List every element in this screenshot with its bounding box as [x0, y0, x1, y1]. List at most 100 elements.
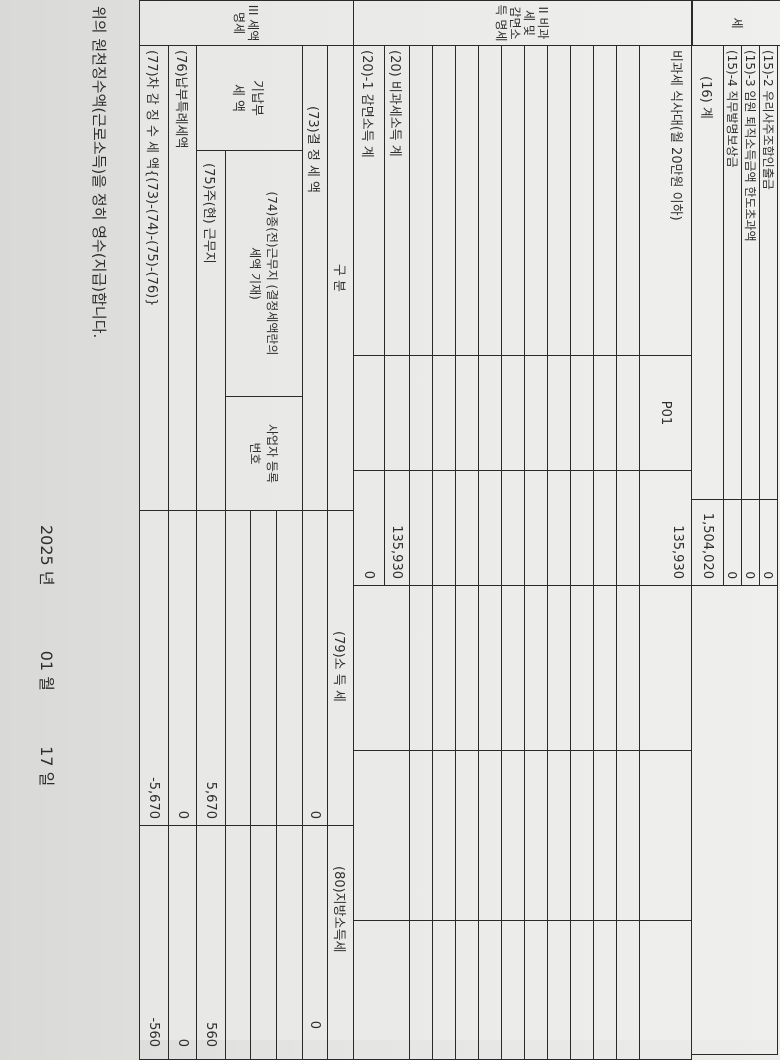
- empty-cell: [501, 920, 525, 1060]
- empty-cell: [639, 920, 692, 1060]
- net-income-tax: -5,670: [139, 510, 169, 826]
- previous-income-tax-cell: [250, 510, 277, 826]
- meal-allowance-code: P01: [639, 355, 692, 471]
- nontax-total-value: 135,930: [384, 470, 410, 586]
- empty-cell: [616, 355, 640, 471]
- row-15-3-label: (15)-3 임원 퇴직소득금액 한도초과액: [741, 45, 760, 500]
- empty-cell: [593, 585, 617, 751]
- empty-cell: [593, 920, 617, 1060]
- empty-cell: [547, 750, 571, 921]
- nontax-total-label: (20) 비과세소득 계: [384, 45, 410, 356]
- empty-cell: [409, 920, 433, 1060]
- row-15-2-label: (15)-2 우리사주조합인출금: [759, 45, 778, 500]
- current-workplace-label: (75)주(현) 근무지: [196, 150, 226, 511]
- empty-cell: [616, 750, 640, 921]
- empty-cell: [570, 45, 594, 356]
- empty-cell: [524, 585, 548, 751]
- empty-cell: [455, 750, 479, 921]
- empty-cell: [616, 585, 640, 751]
- section1-label: 세: [692, 0, 780, 46]
- date-day-unit: 일: [37, 771, 56, 787]
- row-15-3-value: 0: [741, 499, 760, 586]
- empty-cell: [570, 920, 594, 1060]
- empty-cell: [432, 45, 456, 356]
- net-local-tax: -560: [139, 825, 169, 1060]
- header-category: 구 분: [327, 45, 354, 511]
- empty-cell: [570, 750, 594, 921]
- special-tax-label: (76)납부특례세액: [168, 45, 197, 511]
- header-local-tax: (80)지방소득세: [327, 825, 354, 1060]
- meal-allowance-value: 135,930: [639, 470, 692, 586]
- determined-income-tax: 0: [302, 510, 328, 826]
- empty-cell: [409, 470, 433, 586]
- empty-cell: [353, 585, 410, 751]
- empty-cell: [455, 585, 479, 751]
- empty-cell: [616, 470, 640, 586]
- empty-cell: [524, 470, 548, 586]
- empty-cell: [409, 750, 433, 921]
- empty-cell: [384, 355, 410, 471]
- date-year-unit: 년: [37, 570, 56, 586]
- empty-cell: [478, 45, 502, 356]
- empty-cell: [455, 355, 479, 471]
- empty-cell: [432, 750, 456, 921]
- previous-local-tax-cell: [250, 825, 277, 1060]
- empty-cell: [501, 750, 525, 921]
- empty-cell: [409, 585, 433, 751]
- date-month-unit: 월: [37, 676, 56, 691]
- header-income-tax: (79)소 득 세: [327, 510, 354, 826]
- empty-cell: [593, 470, 617, 586]
- receipt-statement: 위의 원천징수액(근로소득)을 정히 영수(지급)합니다.: [90, 6, 108, 339]
- empty-cell: [547, 45, 571, 356]
- empty-cell: [353, 355, 385, 471]
- special-income-tax: 0: [168, 510, 197, 826]
- prepaid-tax-label: 기납부 세 액: [196, 45, 303, 151]
- empty-cell: [524, 920, 548, 1060]
- empty-cell: [570, 585, 594, 751]
- previous-income-tax-cell: [276, 510, 303, 826]
- empty-cell: [409, 45, 433, 356]
- section3-label: III 세액명세: [139, 0, 354, 46]
- empty-cell: [639, 750, 692, 921]
- meal-allowance-label: 비과세 식사대(월 20만원 이하): [639, 45, 692, 356]
- empty-cell: [432, 920, 456, 1060]
- determined-tax-label: (73)결 정 세 액: [302, 45, 328, 511]
- row-15-4-label: (15)-4 직무발명보상금: [723, 45, 742, 500]
- empty-cell: [501, 470, 525, 586]
- date-month: 01: [37, 650, 56, 672]
- current-local-tax: 560: [196, 825, 226, 1060]
- empty-cell: [524, 750, 548, 921]
- empty-cell: [501, 355, 525, 471]
- empty-cell: [570, 355, 594, 471]
- date-day: 17: [37, 746, 56, 767]
- empty-cell: [478, 750, 502, 921]
- empty-cell: [455, 920, 479, 1060]
- row-15-4-value: 0: [723, 499, 742, 586]
- section1-empty-columns: [691, 585, 778, 1055]
- business-reg-number-label: 사업자 등록번호: [225, 396, 303, 511]
- current-income-tax: 5,670: [196, 510, 226, 826]
- row-16-total-label: (16) 계: [691, 45, 724, 500]
- empty-cell: [616, 920, 640, 1060]
- empty-cell: [501, 585, 525, 751]
- row-15-2-value: 0: [759, 499, 778, 586]
- empty-cell: [353, 920, 410, 1060]
- empty-cell: [547, 355, 571, 471]
- empty-cell: [547, 585, 571, 751]
- empty-cell: [478, 920, 502, 1060]
- special-local-tax: 0: [168, 825, 197, 1060]
- empty-cell: [478, 355, 502, 471]
- reduced-total-value: 0: [353, 470, 385, 586]
- empty-cell: [593, 750, 617, 921]
- previous-local-tax-cell: [225, 825, 251, 1060]
- issue-date: 2025 년 01 월 17 일: [36, 525, 60, 786]
- previous-income-tax-cell: [225, 510, 251, 826]
- empty-cell: [547, 920, 571, 1060]
- empty-cell: [432, 470, 456, 586]
- empty-cell: [455, 470, 479, 586]
- empty-cell: [616, 45, 640, 356]
- determined-local-tax: 0: [302, 825, 328, 1060]
- empty-cell: [547, 470, 571, 586]
- empty-cell: [409, 355, 433, 471]
